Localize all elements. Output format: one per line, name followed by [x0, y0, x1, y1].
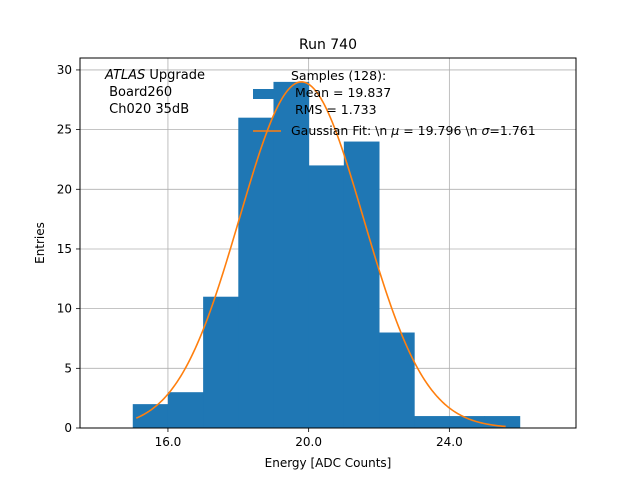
histogram-bar	[343, 141, 380, 428]
legend-fit-prefix: Gaussian Fit: \n	[291, 123, 391, 138]
y-tick-label: 0	[64, 421, 72, 435]
legend-mu-value: = 19.796 \n	[399, 123, 481, 138]
legend-mu-symbol: μ	[390, 123, 399, 138]
legend-samples-line-1: Samples (128):	[291, 68, 386, 83]
y-tick-label: 5	[64, 361, 72, 375]
x-axis-label: Energy [ADC Counts]	[265, 456, 392, 470]
y-tick-label: 10	[57, 302, 72, 316]
legend-sigma-value: =1.761	[489, 123, 535, 138]
histogram-bar	[132, 404, 169, 428]
x-axis-ticks: 16.0 20.0 24.0	[155, 428, 463, 449]
channel-label: Ch020 35dB	[105, 102, 189, 117]
histogram-bar	[238, 117, 274, 428]
histogram-bar	[203, 296, 239, 428]
y-tick-label: 20	[57, 182, 72, 196]
gaussian-fit	[135, 81, 506, 428]
legend: Samples (128): Mean = 19.837 RMS = 1.733…	[253, 68, 536, 138]
histogram-bar	[273, 81, 310, 428]
atlas-label: ATLAS Upgrade	[104, 68, 205, 83]
x-tick-label: 20.0	[295, 435, 322, 449]
histogram-bar	[484, 416, 521, 428]
board-label: Board260	[105, 85, 172, 100]
y-tick-label: 30	[57, 63, 72, 77]
atlas-word: ATLAS	[104, 68, 145, 83]
histogram-bar	[308, 165, 345, 428]
chart-title: Run 740	[299, 37, 357, 53]
gaussian-fit-curve	[135, 81, 506, 428]
legend-samples-line-3: RMS = 1.733	[291, 102, 377, 117]
histogram-bar	[379, 332, 415, 428]
x-tick-label: 16.0	[155, 435, 182, 449]
atlas-annotation: ATLAS Upgrade Board260 Ch020 35dB	[104, 68, 205, 117]
histogram-bar	[414, 416, 450, 428]
histogram-bars	[132, 81, 521, 428]
legend-fit-label: Gaussian Fit: \n μ = 19.796 \n σ=1.761	[291, 123, 536, 138]
upgrade-word: Upgrade	[145, 68, 205, 83]
plot-frame	[79, 57, 577, 429]
legend-sigma-symbol: σ	[481, 123, 490, 138]
histogram-bar	[167, 392, 204, 428]
y-tick-label: 15	[57, 242, 72, 256]
y-axis-ticks: 0 5 10 15 20 25 30	[57, 63, 80, 435]
histogram-bar	[449, 416, 486, 428]
y-tick-label: 25	[57, 123, 72, 137]
x-tick-label: 24.0	[436, 435, 463, 449]
legend-samples-swatch	[253, 89, 281, 99]
y-axis-label: Entries	[33, 222, 47, 264]
legend-samples-line-2: Mean = 19.837	[291, 85, 391, 100]
